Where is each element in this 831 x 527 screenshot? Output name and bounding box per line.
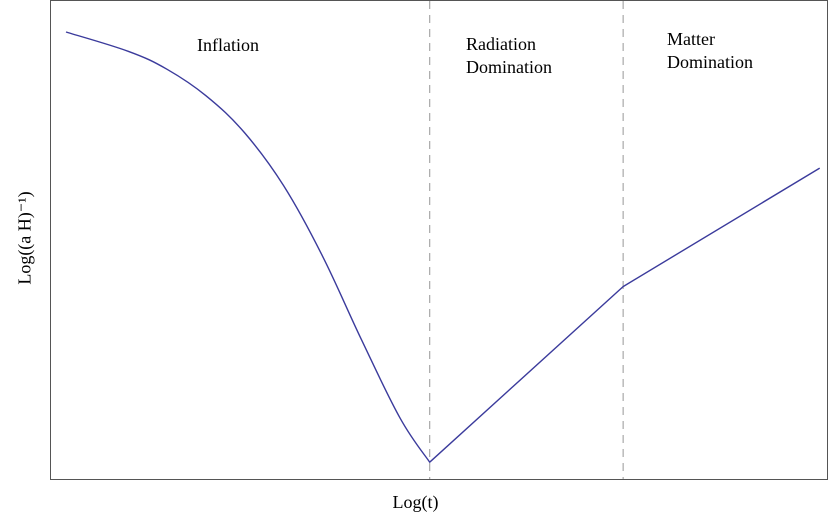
dividers [429, 1, 624, 479]
region-label-line: Domination [466, 57, 552, 77]
region-label-line: Matter [667, 29, 715, 49]
region-label-radiation-domination: Radiation Domination [466, 33, 552, 79]
region-label-inflation: Inflation [197, 34, 259, 57]
series-line [65, 31, 821, 463]
region-label-line: Inflation [197, 35, 259, 55]
region-label-matter-domination: Matter Domination [667, 28, 753, 74]
x-axis-label: Log(t) [392, 492, 439, 512]
y-axis-label: Log((a H)⁻¹) [14, 191, 35, 285]
plot-frame [50, 0, 828, 480]
region-label-line: Radiation [466, 34, 536, 54]
region-label-line: Domination [667, 52, 753, 72]
